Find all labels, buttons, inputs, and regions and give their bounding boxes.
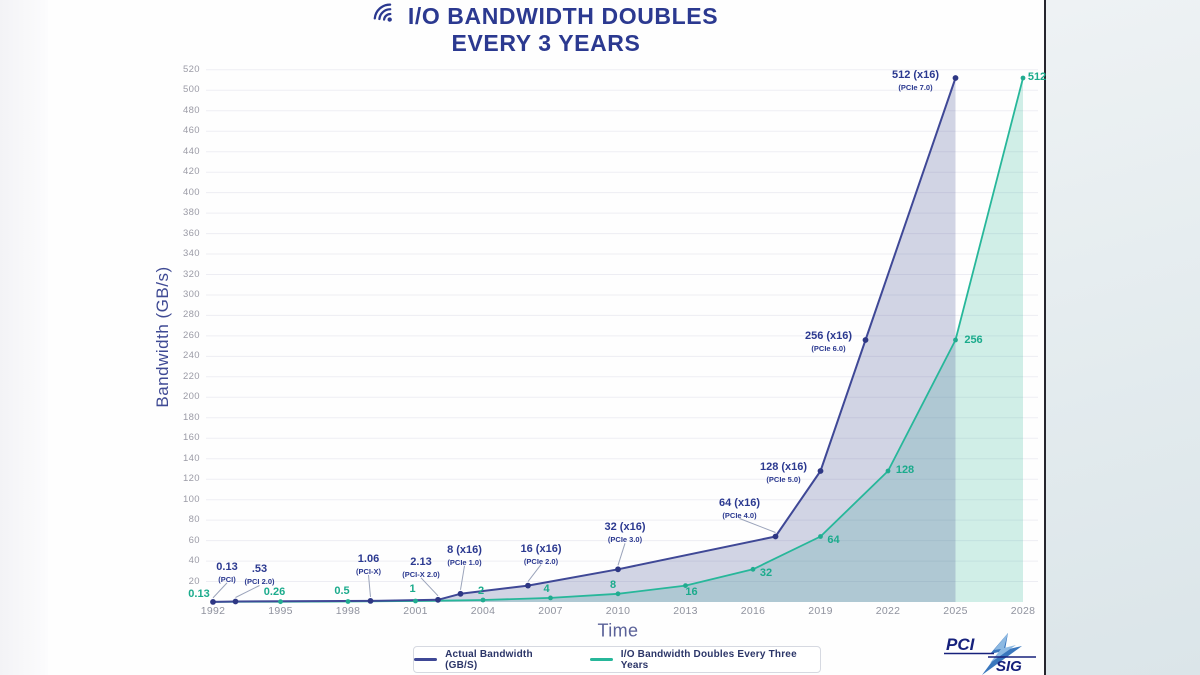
annotation-pointer (739, 518, 776, 533)
data-point-navy (772, 533, 779, 540)
legend-item-actual: Actual Bandwidth (GB/S) (414, 649, 564, 671)
data-point-navy (952, 75, 959, 81)
data-point-navy (435, 596, 441, 603)
annotation-pointer (420, 577, 439, 597)
logo-text-sig: SIG (996, 658, 1022, 675)
data-point-teal (1020, 75, 1026, 81)
logo-text-pci: PCI (946, 635, 976, 654)
y-axis-title: Bandwidth (GB/s) (153, 266, 172, 408)
right-margin (1046, 0, 1200, 675)
legend-label: I/O Bandwidth Doubles Every Three Years (620, 648, 797, 671)
data-point-navy (525, 582, 531, 589)
data-point-navy (367, 598, 374, 604)
data-point-teal (413, 598, 418, 604)
data-point-navy (457, 590, 464, 597)
legend-item-doubling: I/O Bandwidth Doubles Every Three Years (589, 648, 820, 671)
title-line-2: EVERY 3 YEARS (451, 30, 641, 56)
data-point-teal (818, 534, 823, 539)
navy-area (213, 78, 956, 602)
data-point-teal (615, 591, 621, 597)
annotation-pointer (235, 585, 260, 598)
vertical-divider (1044, 0, 1046, 675)
data-point-teal (548, 595, 553, 601)
chart-legend: Actual Bandwidth (GB/S) I/O Bandwidth Do… (413, 646, 821, 673)
chart-header: I/O BANDWIDTH DOUBLES EVERY 3 YEARS (48, 1, 1044, 56)
annotation-pointer (460, 565, 465, 590)
data-point-teal (480, 597, 486, 603)
left-margin (0, 0, 48, 675)
data-point-navy (210, 599, 216, 605)
annotation-pointer (527, 564, 542, 582)
chart-card (48, 0, 1044, 675)
data-point-teal (885, 468, 891, 474)
legend-label: Actual Bandwidth (GB/S) (445, 648, 533, 671)
data-point-navy (232, 598, 239, 605)
data-point-teal (278, 599, 283, 605)
teal-area (213, 78, 1023, 602)
title-line-1: I/O BANDWIDTH DOUBLES (407, 2, 719, 29)
wifi-signal-icon (367, 0, 406, 36)
data-point-navy (817, 468, 824, 474)
data-point-teal (750, 566, 756, 572)
annotation-pointer (617, 543, 626, 566)
annotation-pointer (368, 574, 371, 597)
data-point-navy (615, 566, 621, 573)
annotation-pointer (212, 582, 228, 599)
x-axis-title: Time (597, 620, 639, 641)
data-point-teal (345, 599, 351, 604)
data-point-teal (953, 337, 958, 343)
data-point-navy (862, 337, 869, 343)
data-point-teal (683, 583, 688, 588)
legend-swatch-teal (589, 658, 613, 661)
legend-swatch-navy (414, 658, 438, 661)
pci-sig-logo: PCI SIG (932, 633, 1044, 675)
